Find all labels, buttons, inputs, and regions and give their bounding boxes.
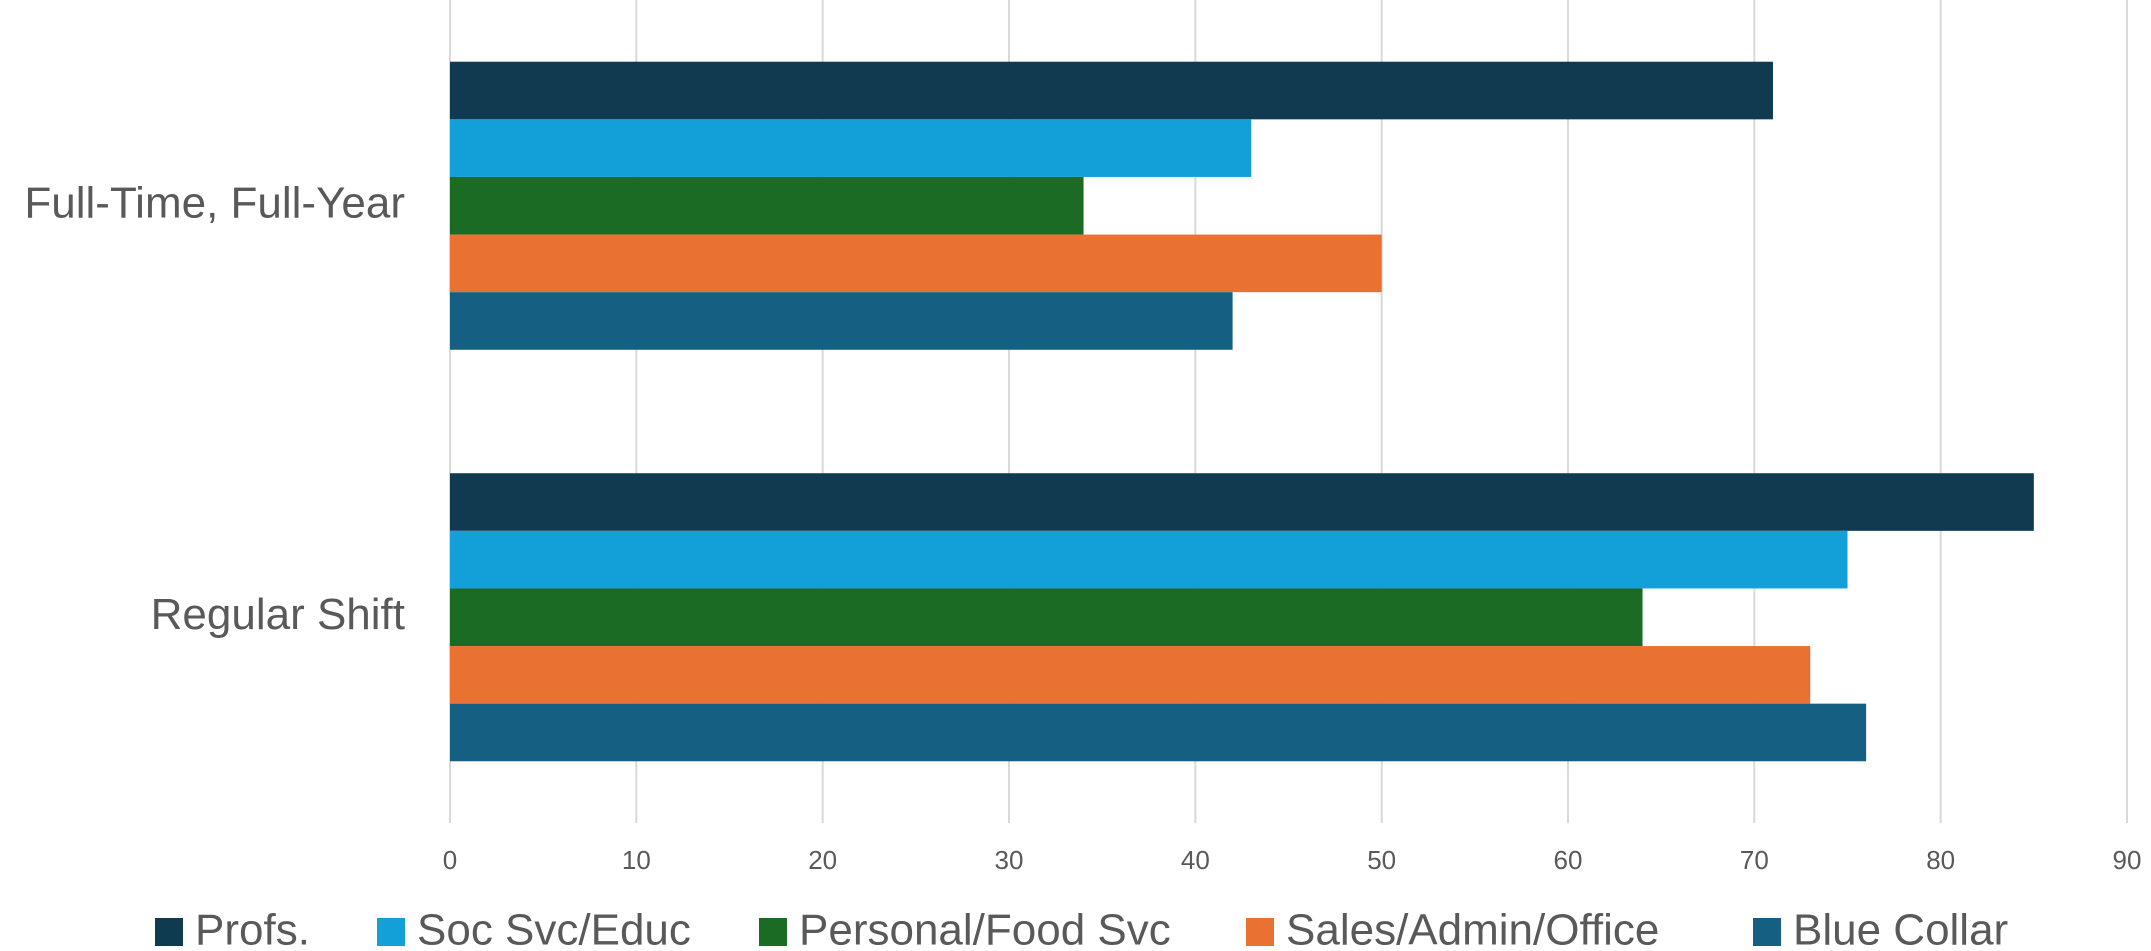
- legend-swatch: [1246, 918, 1274, 946]
- bar: [450, 119, 1252, 177]
- legend-swatch: [377, 918, 405, 946]
- legend-swatch: [1753, 918, 1781, 946]
- bar: [450, 61, 1773, 120]
- x-tick-label: 20: [808, 845, 837, 875]
- legend-label: Blue Collar: [1793, 906, 2008, 951]
- legend-label: Sales/Admin/Office: [1286, 906, 1659, 951]
- y-tick-label: Regular Shift: [151, 590, 405, 639]
- x-tick-label: 0: [443, 845, 457, 875]
- legend-swatch: [759, 918, 787, 946]
- bar: [450, 292, 1233, 350]
- x-tick-label: 70: [1740, 845, 1769, 875]
- bar: [450, 530, 1848, 589]
- legend-label: Personal/Food Svc: [799, 906, 1171, 951]
- x-tick-label: 90: [2113, 845, 2142, 875]
- bar: [450, 588, 1643, 647]
- bar: [450, 176, 1084, 235]
- bar: [450, 703, 1867, 762]
- x-tick-label: 10: [622, 845, 651, 875]
- x-tick-label: 40: [1181, 845, 1210, 875]
- legend-swatch: [155, 918, 183, 946]
- legend-label: Profs.: [195, 906, 310, 951]
- x-tick-label: 50: [1367, 845, 1396, 875]
- x-tick-label: 80: [1926, 845, 1955, 875]
- bar: [450, 234, 1382, 293]
- y-tick-label: Full-Time, Full-Year: [24, 178, 405, 227]
- bar: [450, 646, 1811, 704]
- legend-label: Soc Svc/Educ: [417, 906, 691, 951]
- bar: [450, 473, 2034, 531]
- x-tick-label: 60: [1554, 845, 1583, 875]
- x-tick-label: 30: [995, 845, 1024, 875]
